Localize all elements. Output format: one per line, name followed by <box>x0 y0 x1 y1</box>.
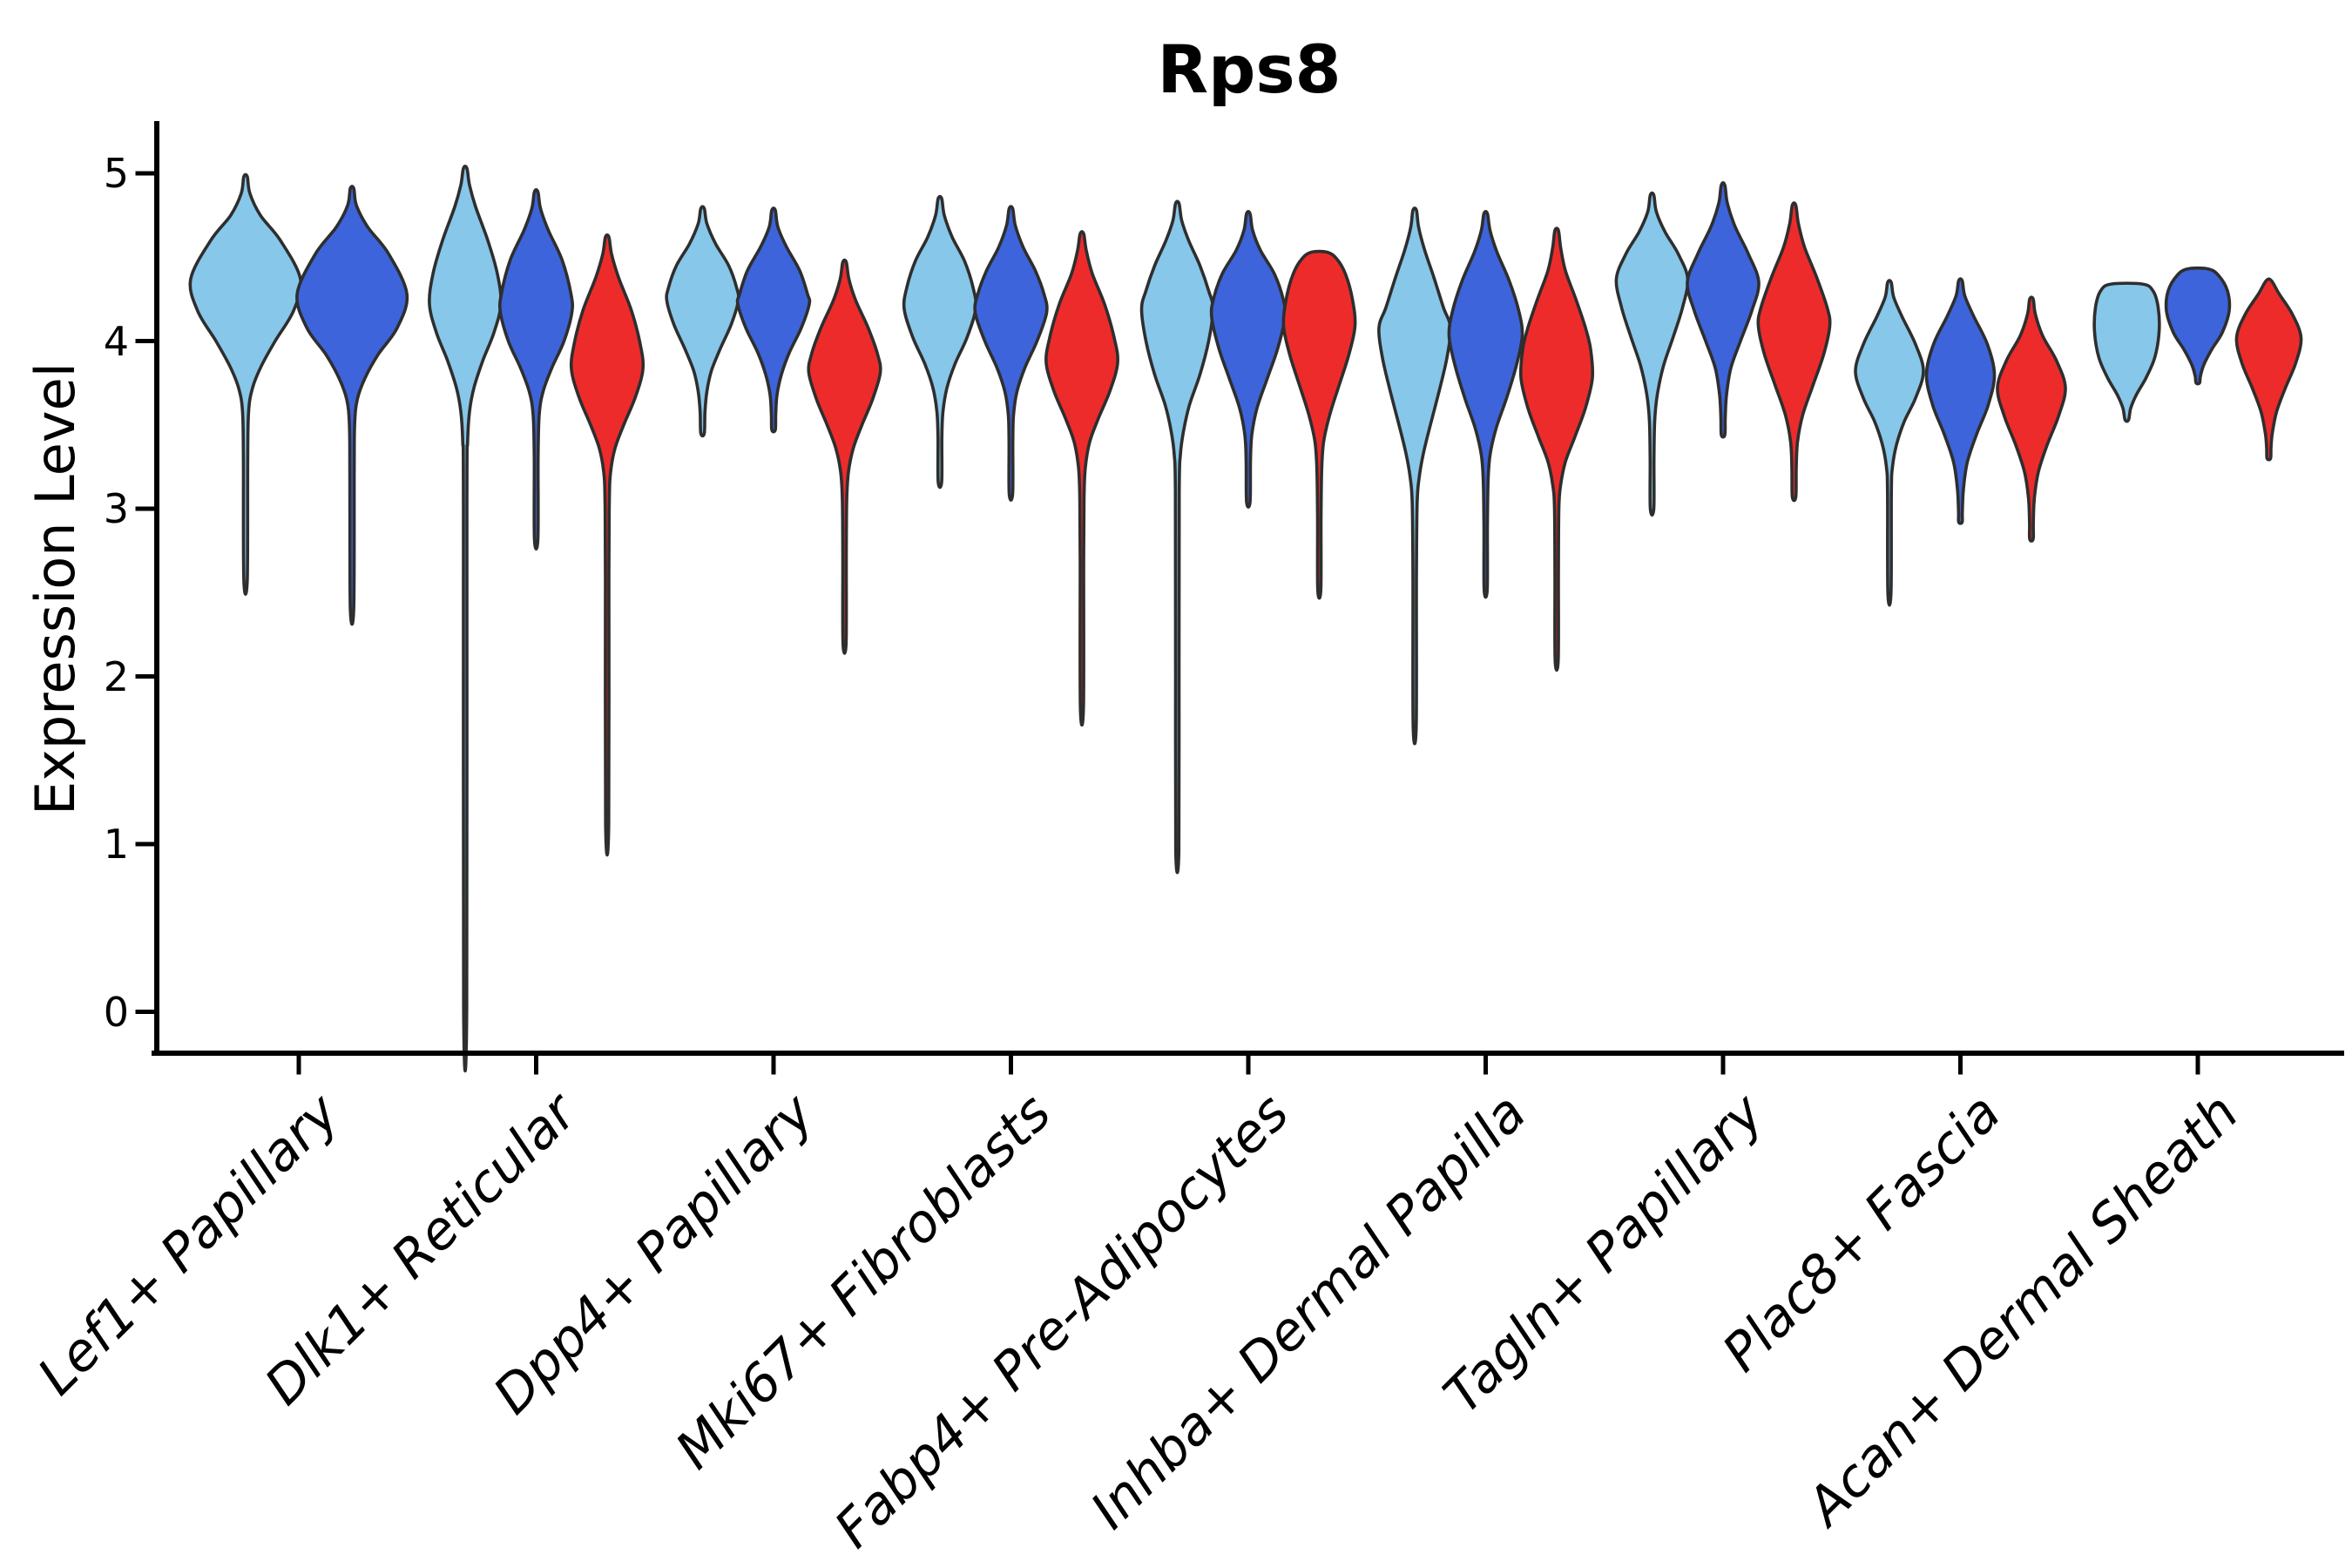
y-tick-label-0: 0 <box>103 988 129 1036</box>
violin-inhba-dermal-papilla-blue_light <box>1377 206 1452 746</box>
y-axis-label: Expression Level <box>24 362 87 815</box>
violin-mki67-fibroblasts-blue_dark <box>973 205 1049 502</box>
y-tick-label-2: 2 <box>103 652 129 700</box>
y-tick-label-5: 5 <box>103 150 129 197</box>
violin-tagln-papillary-red <box>1756 201 1832 503</box>
violin-lef1-papillary-blue_dark <box>295 185 409 626</box>
violin-lef1-papillary-blue_light <box>188 172 303 596</box>
violin-plac8-fascia-blue_dark <box>1924 277 1997 525</box>
violin-mki67-fibroblasts-red <box>1044 230 1119 727</box>
y-tick-label-3: 3 <box>103 485 129 532</box>
axes-layer <box>135 121 2344 1075</box>
violin-fabp4-pre-adipocytes-red <box>1281 249 1357 600</box>
violin-dpp4-papillary-blue_dark <box>735 206 812 434</box>
violin-inhba-dermal-papilla-red <box>1518 226 1595 672</box>
violin-acan-dermal-sheath-blue_light <box>2092 281 2161 423</box>
violin-plac8-fascia-red <box>1996 295 2067 543</box>
y-tick-label-4: 4 <box>103 317 129 365</box>
violin-layer <box>188 165 2303 1073</box>
violin-dpp4-papillary-red <box>807 258 882 655</box>
violin-mki67-fibroblasts-blue_light <box>902 194 978 490</box>
violin-dlk1-reticular-blue_light <box>428 165 503 1073</box>
violin-plac8-fascia-blue_light <box>1854 279 1925 607</box>
violin-tagln-papillary-blue_light <box>1614 191 1690 517</box>
violin-fabp4-pre-adipocytes-blue_light <box>1139 199 1215 875</box>
violin-fabp4-pre-adipocytes-blue_dark <box>1209 210 1288 509</box>
y-tick-label-1: 1 <box>103 821 129 868</box>
violin-tagln-papillary-blue_dark <box>1686 181 1761 439</box>
violin-acan-dermal-sheath-red <box>2234 277 2303 462</box>
violin-dpp4-papillary-blue_light <box>665 205 740 438</box>
violin-dlk1-reticular-blue_dark <box>497 188 575 551</box>
violin-inhba-dermal-papilla-blue_dark <box>1447 210 1524 599</box>
violin-dlk1-reticular-red <box>569 233 645 857</box>
violin-acan-dermal-sheath-blue_dark <box>2164 266 2232 386</box>
chart-title: Rps8 <box>1157 30 1342 108</box>
